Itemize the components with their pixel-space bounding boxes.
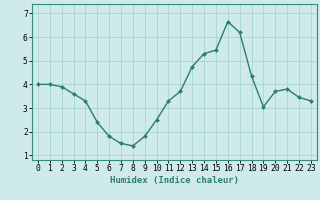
X-axis label: Humidex (Indice chaleur): Humidex (Indice chaleur) (110, 176, 239, 185)
